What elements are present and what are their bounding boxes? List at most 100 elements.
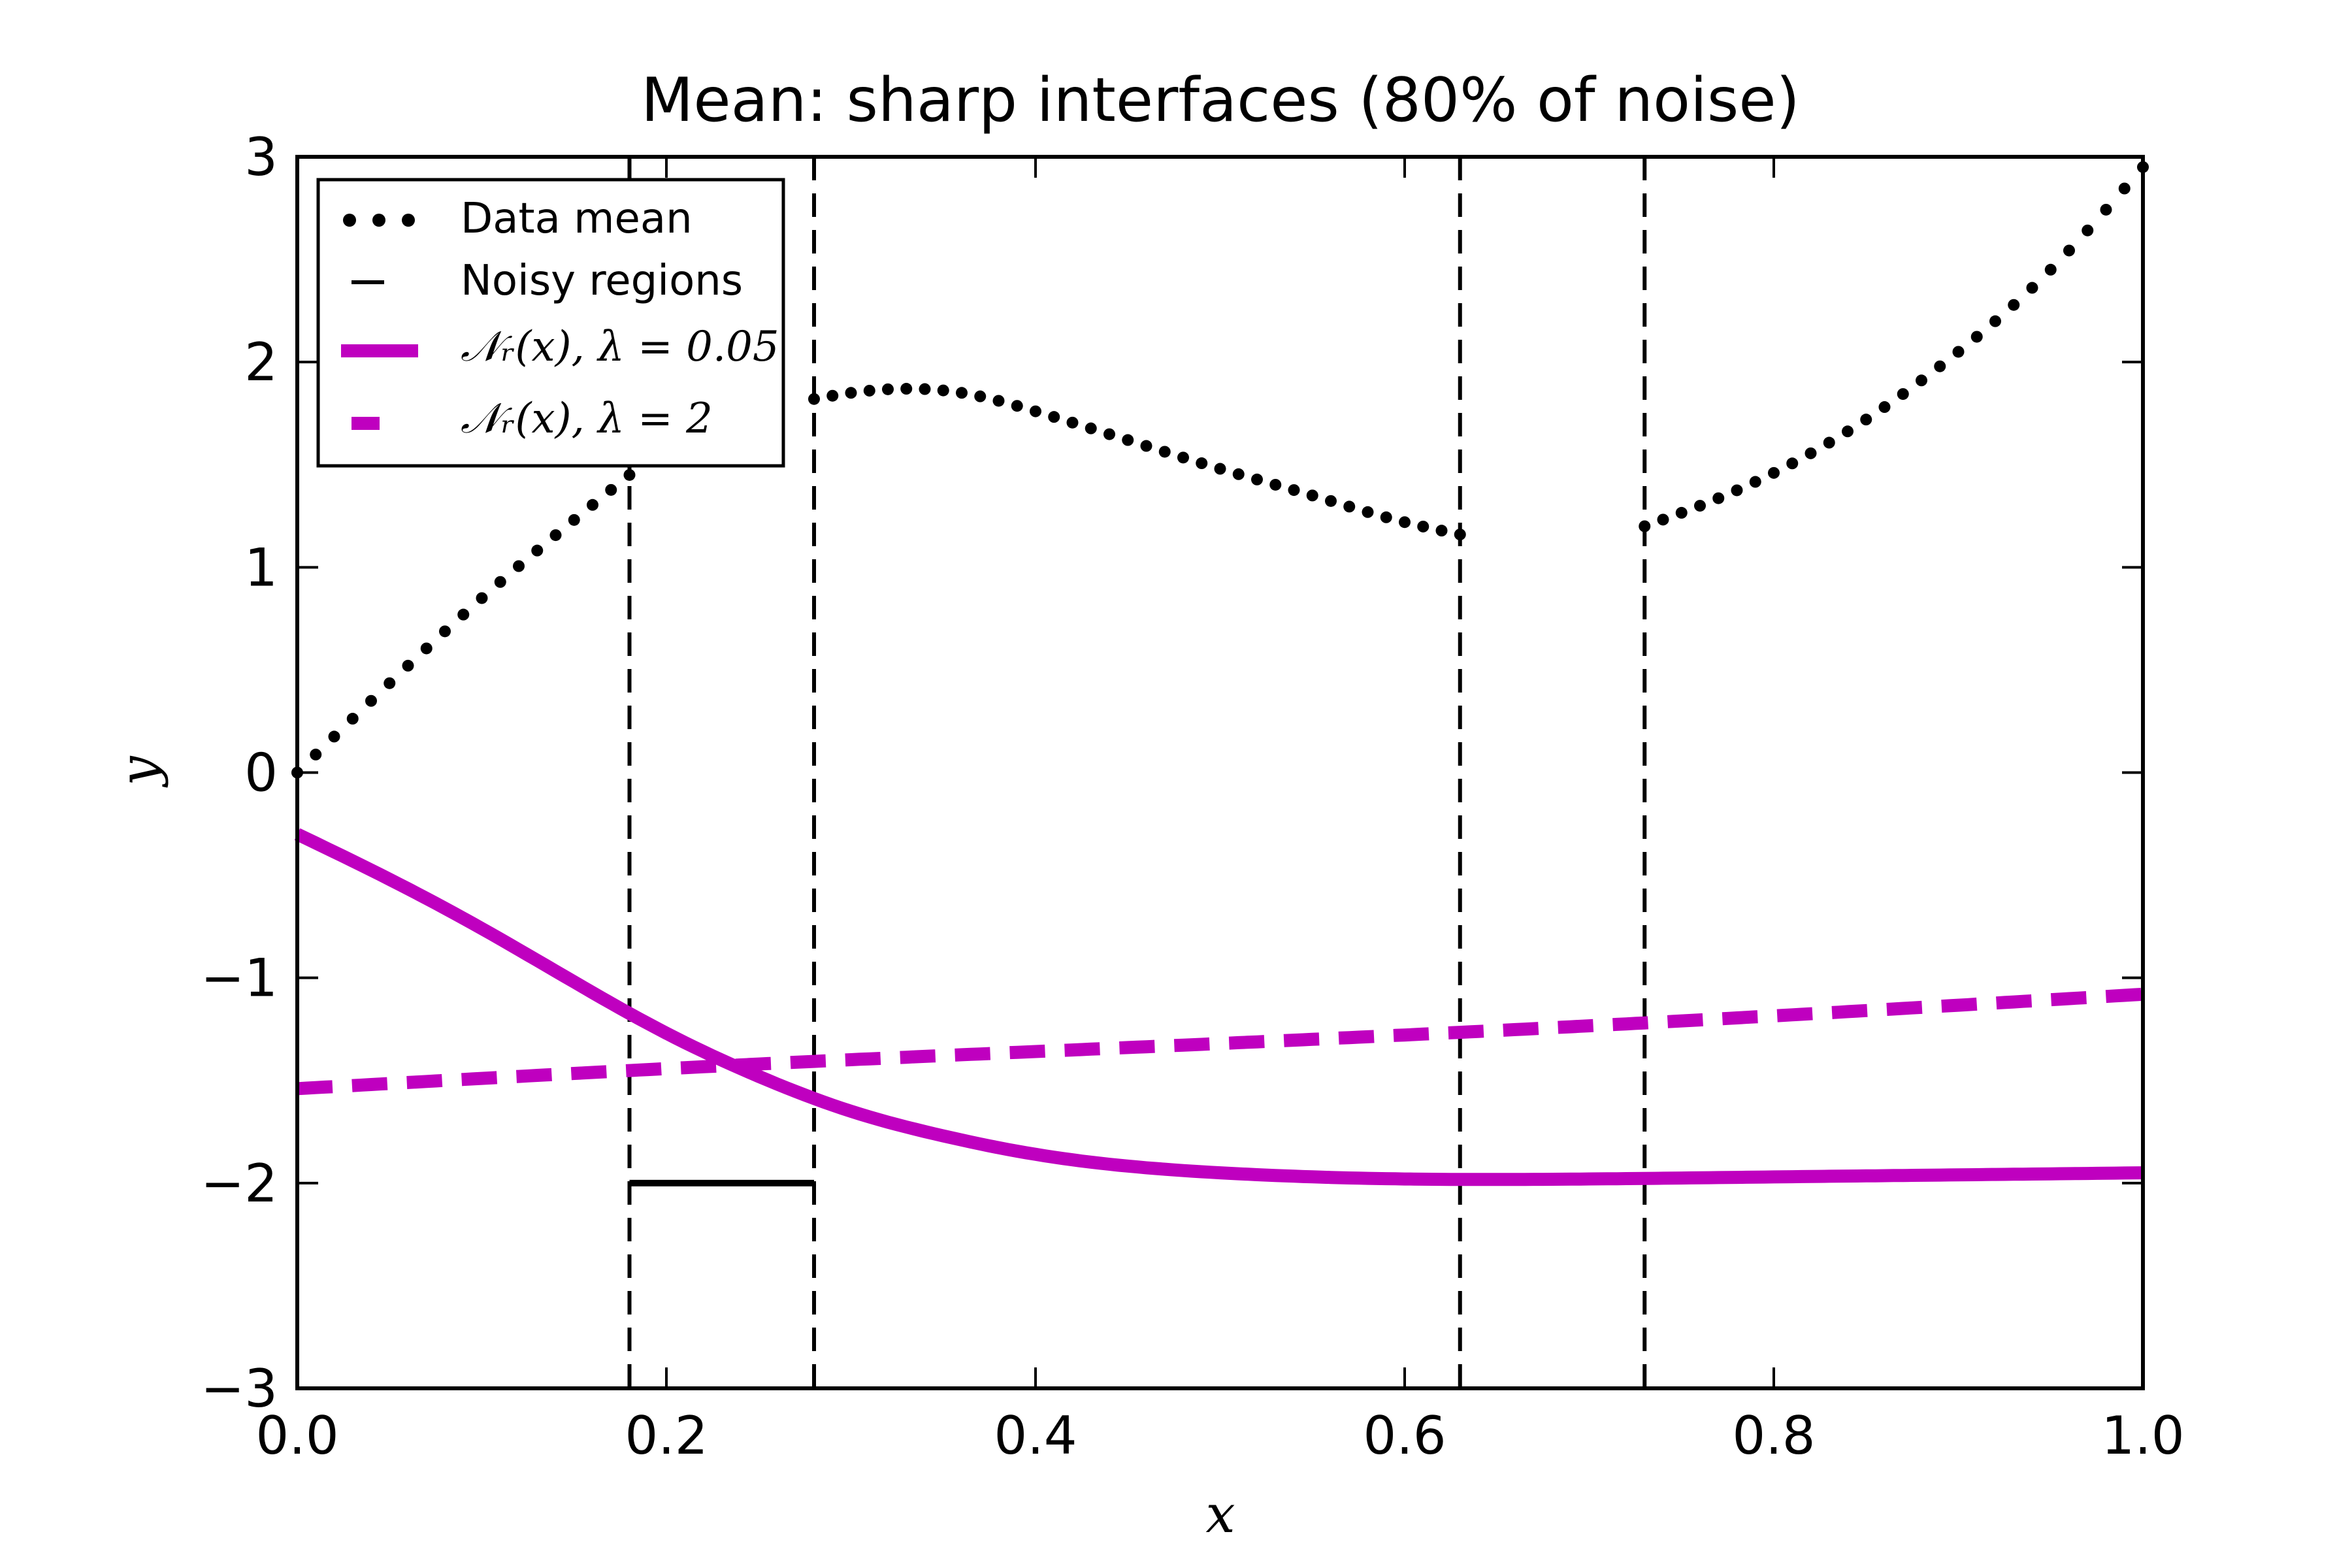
data-mean-point (882, 383, 894, 395)
data-mean-point (1122, 434, 1134, 446)
data-mean-point (1380, 511, 1392, 523)
data-mean-point (1030, 405, 1041, 417)
data-mean-point (845, 387, 857, 399)
data-mean-point (1269, 478, 1282, 491)
data-mean-point (1934, 360, 1946, 372)
y-axis-label: y (108, 755, 169, 788)
data-mean-point (1399, 516, 1411, 529)
data-mean-point (1232, 468, 1245, 480)
data-mean-point (1362, 506, 1374, 518)
nr-lambda-2-line (297, 987, 2144, 1096)
data-mean-point (1749, 476, 1761, 488)
data-mean-point (900, 383, 913, 395)
data-mean-point (1066, 416, 1079, 429)
legend-box (316, 178, 785, 468)
data-mean-point (1306, 489, 1318, 502)
data-mean-point (402, 659, 414, 672)
data-mean-point (1325, 495, 1337, 507)
data-mean-point (2100, 203, 2112, 216)
data-mean-point (2118, 182, 2131, 195)
data-mean-point (605, 483, 617, 496)
data-mean-point (1860, 414, 1872, 426)
y-tick-label: −2 (201, 1153, 278, 1214)
data-mean-point (1768, 466, 1780, 479)
data-mean-point (1196, 457, 1208, 470)
data-mean-point (2082, 224, 2094, 237)
data-mean-point (1842, 425, 1854, 438)
data-mean-point (420, 642, 433, 655)
data-mean-point (365, 694, 377, 707)
nr-lambda-0.05-line (294, 828, 2144, 1186)
data-mean-point (1878, 401, 1891, 414)
data-mean-point (623, 468, 636, 481)
data-mean-point (2063, 244, 2075, 257)
legend-data-mean-marker (343, 214, 356, 227)
data-mean-point (587, 498, 598, 511)
axes-frame (295, 155, 2145, 1390)
data-mean-point (1158, 446, 1171, 458)
data-mean-point (513, 560, 525, 572)
data-mean-point (328, 730, 340, 743)
data-mean-point (1675, 506, 1688, 519)
data-mean-point (1897, 388, 1909, 400)
data-mean-point (1177, 451, 1189, 464)
data-mean-point (1823, 436, 1835, 449)
x-tick-label: 0.4 (994, 1405, 1077, 1466)
data-mean-point (494, 576, 506, 588)
data-mean-point (1343, 500, 1356, 513)
data-mean-point (1085, 422, 1097, 434)
data-mean-point (937, 384, 949, 397)
data-mean-point (457, 608, 470, 621)
y-tick-label: −3 (201, 1358, 278, 1419)
x-tick-label: 1.0 (2101, 1405, 2184, 1466)
legend-label: Noisy regions (461, 257, 743, 305)
data-mean-point (1952, 346, 1965, 358)
data-mean-point (1970, 331, 1983, 343)
legend-data-mean-marker (372, 214, 385, 227)
legend: Data mean Noisy regions 𝒩ᵣ(x), λ = 0.05 𝒩ᵣ(… (316, 178, 785, 468)
y-tick-label: 0 (244, 743, 278, 804)
data-mean-point (476, 592, 488, 604)
data-mean-point (2026, 282, 2038, 294)
x-tick-label: 0.8 (1732, 1405, 1815, 1466)
x-tick-label: 0.2 (625, 1405, 708, 1466)
y-tick-label: 3 (244, 127, 278, 188)
data-mean-point (1288, 484, 1300, 497)
data-mean-point (2044, 263, 2057, 276)
data-mean-point (1731, 484, 1743, 497)
data-mean-point (826, 389, 839, 402)
data-mean-point (1657, 514, 1669, 526)
data-mean-point (439, 625, 451, 638)
data-mean-point (863, 384, 875, 397)
data-mean-point (1435, 525, 1448, 537)
data-mean-point (1805, 447, 1817, 459)
data-mean-point (531, 544, 544, 557)
data-mean-point (974, 390, 987, 402)
data-mean-point (1140, 440, 1152, 452)
y-tick-label: −1 (201, 948, 278, 1009)
data-mean-point (384, 677, 396, 689)
x-tick-label: 0.0 (255, 1405, 338, 1466)
chart-title: Mean: sharp interfaces (80% of noise) (641, 65, 1800, 135)
y-tick-label: 2 (244, 332, 278, 393)
data-mean-point (2008, 299, 2020, 311)
legend-label: Data mean (461, 195, 693, 243)
data-mean-point (1048, 411, 1060, 423)
data-mean-point (919, 383, 931, 395)
data-mean-point (310, 748, 322, 760)
legend-data-mean-marker (402, 214, 415, 227)
data-mean-point (1989, 315, 2001, 327)
legend-label: 𝒩ᵣ(x), λ = 0.05 (461, 323, 779, 371)
data-mean-point (1694, 500, 1706, 512)
data-mean-point (1011, 400, 1023, 412)
data-mean-point (1417, 520, 1429, 532)
data-mean-point (1786, 457, 1799, 470)
data-mean-point (549, 529, 562, 542)
data-mean-point (1916, 374, 1927, 387)
data-mean-point (1712, 492, 1725, 504)
data-mean-point (1251, 473, 1263, 485)
y-tick-label: 1 (244, 537, 278, 598)
data-mean-point (956, 387, 968, 399)
data-mean-point (992, 395, 1005, 407)
